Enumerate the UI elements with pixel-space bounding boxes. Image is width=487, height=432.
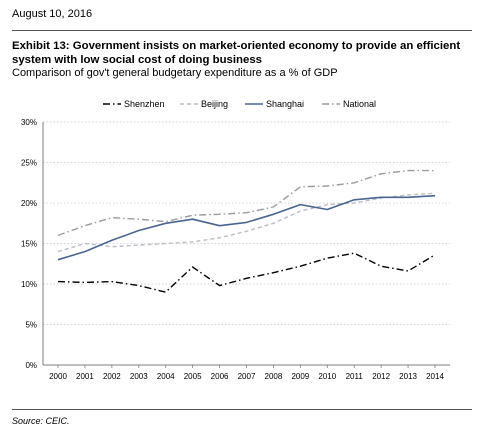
x-tick-label: 2001 (76, 372, 94, 381)
legend-label-beijing: Beijing (201, 99, 228, 109)
y-tick-label: 15% (21, 240, 37, 249)
x-tick-label: 2003 (130, 372, 148, 381)
y-tick-label: 5% (25, 321, 37, 330)
series-line-national (57, 169, 435, 237)
source-note: Source: CEIC. (12, 416, 70, 426)
x-tick-label: 2014 (426, 372, 444, 381)
top-divider (12, 30, 472, 31)
x-tick-label: 2002 (103, 372, 121, 381)
x-tick-label: 2004 (157, 372, 175, 381)
x-tick-label: 2008 (265, 372, 283, 381)
legend-label-shanghai: Shanghai (266, 99, 304, 109)
x-tick-label: 2005 (184, 372, 202, 381)
legend-label-shenzhen: Shenzhen (124, 99, 165, 109)
series-line-beijing (57, 192, 436, 253)
y-tick-label: 20% (21, 199, 37, 208)
x-tick-label: 2007 (238, 372, 256, 381)
y-tick-label: 10% (21, 280, 37, 289)
chart-grid (42, 121, 450, 368)
chart-series (57, 169, 436, 293)
expenditure-line-chart: Shenzhen Beijing Shanghai National 0% 5% 10% 1… (21, 99, 450, 381)
report-date: August 10, 2016 (12, 8, 93, 20)
y-tick-label: 25% (21, 159, 37, 168)
x-tick-label: 2010 (318, 372, 336, 381)
exhibit-title: Exhibit 13: Government insists on market… (12, 40, 461, 66)
x-tick-label: 2000 (49, 372, 67, 381)
chart-legend: Shenzhen Beijing Shanghai National (103, 99, 376, 109)
legend-label-national: National (343, 99, 376, 109)
exhibit-subtitle: Comparison of gov't general budgetary ex… (12, 67, 338, 79)
x-tick-label: 2006 (211, 372, 229, 381)
series-line-shanghai (57, 194, 436, 261)
x-tick-label: 2011 (346, 372, 364, 381)
bottom-divider (12, 409, 472, 410)
y-axis-labels: 0% 5% 10% 15% 20% 25% 30% (21, 118, 37, 370)
x-tick-label: 2013 (399, 372, 417, 381)
x-tick-label: 2009 (291, 372, 309, 381)
series-line-shenzhen (57, 252, 436, 293)
y-tick-label: 30% (21, 118, 37, 127)
x-axis-labels: 2000 2001 2002 2003 2004 2005 2006 2007 2008 2009… (49, 372, 444, 381)
y-tick-label: 0% (25, 361, 37, 370)
x-tick-label: 2012 (372, 372, 390, 381)
